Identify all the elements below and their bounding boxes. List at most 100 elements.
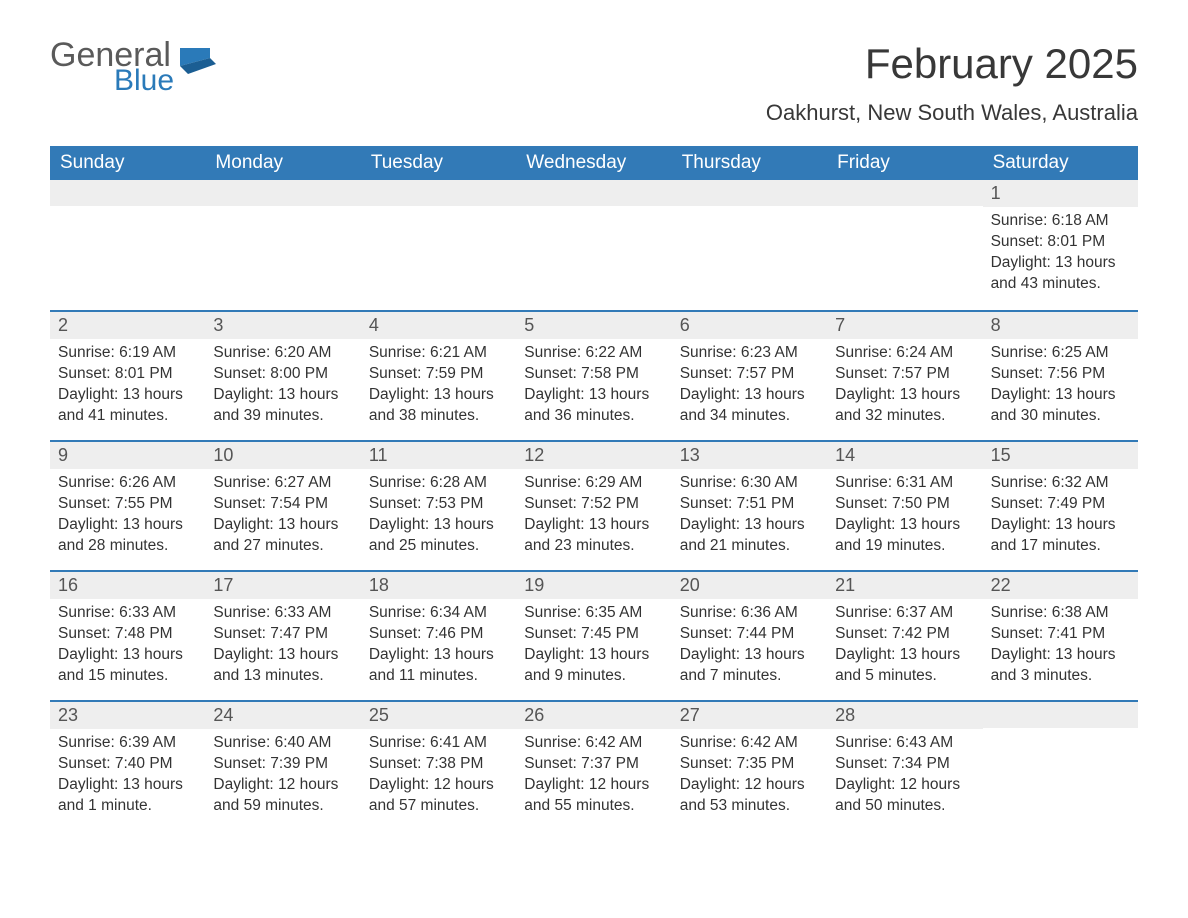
day-details: Sunrise: 6:37 AMSunset: 7:42 PMDaylight:… bbox=[827, 599, 982, 697]
header: General Blue February 2025 Oakhurst, New… bbox=[50, 40, 1138, 126]
day-details: Sunrise: 6:36 AMSunset: 7:44 PMDaylight:… bbox=[672, 599, 827, 697]
day-cell: 16 Sunrise: 6:33 AMSunset: 7:48 PMDayligh… bbox=[50, 572, 205, 700]
day-cell: 20Sunrise: 6:36 AMSunset: 7:44 PMDayligh… bbox=[672, 572, 827, 700]
day-number: 21 bbox=[827, 572, 982, 599]
title-block: February 2025 Oakhurst, New South Wales,… bbox=[766, 40, 1138, 126]
day-details: Sunrise: 6:22 AMSunset: 7:58 PMDaylight:… bbox=[516, 339, 671, 437]
sunrise-text: Sunrise: 6:37 AM bbox=[835, 603, 974, 624]
sunrise-text: Sunrise: 6:21 AM bbox=[369, 343, 508, 364]
day-number: 8 bbox=[983, 312, 1138, 339]
empty-day-body bbox=[516, 206, 671, 306]
day-details: Sunrise: 6:42 AMSunset: 7:37 PMDaylight:… bbox=[516, 729, 671, 827]
daylight-text: Daylight: 13 hours and 17 minutes. bbox=[991, 515, 1130, 557]
daylight-text: Daylight: 12 hours and 50 minutes. bbox=[835, 775, 974, 817]
day-details: Sunrise: 6:25 AMSunset: 7:56 PMDaylight:… bbox=[983, 339, 1138, 437]
daylight-text: Daylight: 12 hours and 53 minutes. bbox=[680, 775, 819, 817]
daylight-text: Daylight: 13 hours and 1 minute. bbox=[58, 775, 197, 817]
day-details: Sunrise: 6:42 AMSunset: 7:35 PMDaylight:… bbox=[672, 729, 827, 827]
day-details: Sunrise: 6:39 AMSunset: 7:40 PMDaylight:… bbox=[50, 729, 205, 827]
day-details: Sunrise: 6:27 AMSunset: 7:54 PMDaylight:… bbox=[205, 469, 360, 567]
day-details: Sunrise: 6:30 AMSunset: 7:51 PMDaylight:… bbox=[672, 469, 827, 567]
flag-icon bbox=[180, 48, 216, 74]
sunrise-text: Sunrise: 6:27 AM bbox=[213, 473, 352, 494]
day-number: 2 bbox=[50, 312, 205, 339]
sunset-text: Sunset: 7:48 PM bbox=[58, 624, 197, 645]
day-cell: 14Sunrise: 6:31 AMSunset: 7:50 PMDayligh… bbox=[827, 442, 982, 570]
calendar-page: General Blue February 2025 Oakhurst, New… bbox=[0, 0, 1188, 918]
sunset-text: Sunset: 7:35 PM bbox=[680, 754, 819, 775]
day-number: 3 bbox=[205, 312, 360, 339]
day-details: Sunrise: 6:41 AMSunset: 7:38 PMDaylight:… bbox=[361, 729, 516, 827]
sunset-text: Sunset: 7:42 PM bbox=[835, 624, 974, 645]
day-number: 25 bbox=[361, 702, 516, 729]
sunrise-text: Sunrise: 6:18 AM bbox=[991, 211, 1130, 232]
day-details: Sunrise: 6:19 AMSunset: 8:01 PMDaylight:… bbox=[50, 339, 205, 437]
dow-monday: Monday bbox=[205, 146, 360, 180]
daylight-text: Daylight: 13 hours and 36 minutes. bbox=[524, 385, 663, 427]
day-number: 7 bbox=[827, 312, 982, 339]
day-details: Sunrise: 6:40 AMSunset: 7:39 PMDaylight:… bbox=[205, 729, 360, 827]
sunset-text: Sunset: 7:37 PM bbox=[524, 754, 663, 775]
day-cell: 15Sunrise: 6:32 AMSunset: 7:49 PMDayligh… bbox=[983, 442, 1138, 570]
daylight-text: Daylight: 13 hours and 32 minutes. bbox=[835, 385, 974, 427]
empty-day-strip bbox=[361, 180, 516, 206]
day-number: 19 bbox=[516, 572, 671, 599]
sunset-text: Sunset: 7:53 PM bbox=[369, 494, 508, 515]
sunrise-text: Sunrise: 6:23 AM bbox=[680, 343, 819, 364]
daylight-text: Daylight: 12 hours and 59 minutes. bbox=[213, 775, 352, 817]
sunset-text: Sunset: 8:01 PM bbox=[991, 232, 1130, 253]
day-cell bbox=[361, 180, 516, 310]
day-number: 14 bbox=[827, 442, 982, 469]
day-cell bbox=[205, 180, 360, 310]
day-number: 1 bbox=[983, 180, 1138, 207]
dow-wednesday: Wednesday bbox=[516, 146, 671, 180]
daylight-text: Daylight: 13 hours and 5 minutes. bbox=[835, 645, 974, 687]
day-cell: 1Sunrise: 6:18 AMSunset: 8:01 PMDaylight… bbox=[983, 180, 1138, 310]
sunset-text: Sunset: 7:57 PM bbox=[680, 364, 819, 385]
dow-tuesday: Tuesday bbox=[361, 146, 516, 180]
day-number: 15 bbox=[983, 442, 1138, 469]
daylight-text: Daylight: 12 hours and 57 minutes. bbox=[369, 775, 508, 817]
sunrise-text: Sunrise: 6:30 AM bbox=[680, 473, 819, 494]
daylight-text: Daylight: 12 hours and 55 minutes. bbox=[524, 775, 663, 817]
empty-day-strip bbox=[205, 180, 360, 206]
daylight-text: Daylight: 13 hours and 15 minutes. bbox=[58, 645, 197, 687]
empty-day-strip bbox=[516, 180, 671, 206]
logo-text: General Blue bbox=[50, 40, 174, 94]
empty-day-strip bbox=[827, 180, 982, 206]
sunrise-text: Sunrise: 6:33 AM bbox=[58, 603, 197, 624]
day-cell: 4Sunrise: 6:21 AMSunset: 7:59 PMDaylight… bbox=[361, 312, 516, 440]
daylight-text: Daylight: 13 hours and 3 minutes. bbox=[991, 645, 1130, 687]
month-title: February 2025 bbox=[766, 40, 1138, 88]
day-number: 16 bbox=[50, 572, 205, 599]
weeks-container: 1Sunrise: 6:18 AMSunset: 8:01 PMDaylight… bbox=[50, 180, 1138, 830]
sunrise-text: Sunrise: 6:33 AM bbox=[213, 603, 352, 624]
sunset-text: Sunset: 7:55 PM bbox=[58, 494, 197, 515]
sunrise-text: Sunrise: 6:40 AM bbox=[213, 733, 352, 754]
day-cell: 11Sunrise: 6:28 AMSunset: 7:53 PMDayligh… bbox=[361, 442, 516, 570]
sunrise-text: Sunrise: 6:39 AM bbox=[58, 733, 197, 754]
day-details: Sunrise: 6:18 AMSunset: 8:01 PMDaylight:… bbox=[983, 207, 1138, 305]
week-row: 23Sunrise: 6:39 AMSunset: 7:40 PMDayligh… bbox=[50, 700, 1138, 830]
day-details: Sunrise: 6:21 AMSunset: 7:59 PMDaylight:… bbox=[361, 339, 516, 437]
calendar-grid: Sunday Monday Tuesday Wednesday Thursday… bbox=[50, 146, 1138, 830]
week-row: 16Sunrise: 6:33 AMSunset: 7:48 PMDayligh… bbox=[50, 570, 1138, 700]
day-cell: 27Sunrise: 6:42 AMSunset: 7:35 PMDayligh… bbox=[672, 702, 827, 830]
day-cell: 6Sunrise: 6:23 AMSunset: 7:57 PMDaylight… bbox=[672, 312, 827, 440]
day-number: 28 bbox=[827, 702, 982, 729]
sunrise-text: Sunrise: 6:22 AM bbox=[524, 343, 663, 364]
week-row: 2Sunrise: 6:19 AMSunset: 8:01 PMDaylight… bbox=[50, 310, 1138, 440]
day-number: 5 bbox=[516, 312, 671, 339]
day-details: Sunrise: 6:26 AMSunset: 7:55 PMDaylight:… bbox=[50, 469, 205, 567]
sunset-text: Sunset: 7:50 PM bbox=[835, 494, 974, 515]
sunset-text: Sunset: 7:46 PM bbox=[369, 624, 508, 645]
day-cell: 9Sunrise: 6:26 AMSunset: 7:55 PMDaylight… bbox=[50, 442, 205, 570]
day-cell bbox=[827, 180, 982, 310]
sunset-text: Sunset: 7:52 PM bbox=[524, 494, 663, 515]
sunrise-text: Sunrise: 6:19 AM bbox=[58, 343, 197, 364]
daylight-text: Daylight: 13 hours and 38 minutes. bbox=[369, 385, 508, 427]
daylight-text: Daylight: 13 hours and 19 minutes. bbox=[835, 515, 974, 557]
sunrise-text: Sunrise: 6:34 AM bbox=[369, 603, 508, 624]
day-number: 4 bbox=[361, 312, 516, 339]
sunrise-text: Sunrise: 6:43 AM bbox=[835, 733, 974, 754]
